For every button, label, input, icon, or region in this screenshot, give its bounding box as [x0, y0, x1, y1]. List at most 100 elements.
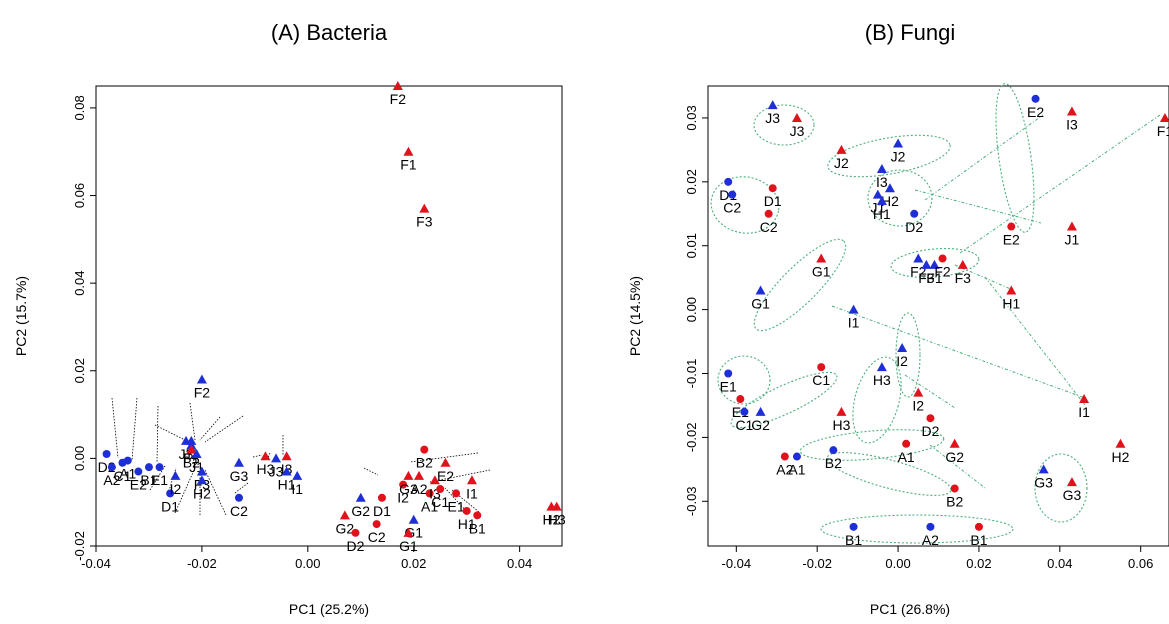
point-label: G3: [399, 481, 418, 497]
data-point-circle: [902, 439, 911, 448]
point-label: G1: [812, 264, 831, 280]
group-ellipse: [820, 514, 1014, 544]
data-point-circle: [792, 452, 801, 461]
point-label: F2: [194, 385, 211, 401]
point-label: H3: [832, 417, 850, 433]
group-ellipse: [717, 355, 771, 405]
point-label: F3: [918, 270, 935, 286]
point-label: D1: [161, 498, 179, 514]
point-label: F3: [416, 214, 433, 230]
point-label: E2: [130, 477, 147, 493]
point-label: F3: [194, 477, 211, 493]
plot-frame-b: [707, 85, 1169, 547]
data-point-triangle: [836, 144, 847, 154]
data-point-triangle: [281, 466, 292, 476]
y-tick-label-b: -0.02: [684, 423, 699, 453]
point-label: H2: [881, 193, 899, 209]
group-connector: [984, 276, 1086, 406]
point-label: H1: [873, 206, 891, 222]
point-label: G2: [336, 520, 355, 536]
point-label: D1: [373, 503, 391, 519]
y-tick-label-a: 0.00: [72, 446, 87, 471]
label-leader: [131, 397, 138, 461]
data-point-triangle: [196, 475, 207, 485]
data-point-triangle: [816, 253, 827, 263]
data-point-triangle: [897, 342, 908, 352]
point-label: I2: [170, 481, 182, 497]
point-label: A1: [119, 466, 136, 482]
point-label: C2: [760, 219, 778, 235]
data-point-triangle: [403, 527, 414, 537]
x-tick-label-a: 0.02: [401, 556, 426, 571]
data-point-circle: [473, 511, 482, 520]
group-ellipse: [895, 312, 921, 398]
data-point-triangle: [440, 457, 451, 467]
data-point-triangle: [196, 466, 207, 476]
point-label: F1: [926, 270, 943, 286]
point-label: A1: [421, 498, 438, 514]
data-point-triangle: [755, 285, 766, 295]
x-axis-title-a: PC1 (25.2%): [289, 601, 369, 617]
data-point-triangle: [755, 406, 766, 416]
data-point-triangle: [1066, 221, 1077, 231]
x-tick-label-a: -0.04: [81, 556, 111, 571]
x-tick-label-b: 0.02: [966, 556, 991, 571]
point-label: F1: [400, 157, 417, 173]
data-point-triangle: [414, 470, 425, 480]
data-point-triangle: [408, 514, 419, 524]
group-ellipse: [852, 356, 902, 444]
point-label: I1: [1078, 404, 1090, 420]
point-label: I3: [429, 485, 441, 501]
label-leader: [189, 402, 196, 441]
point-label: C1: [114, 468, 132, 484]
data-point-circle: [736, 395, 745, 404]
data-point-circle: [436, 485, 445, 494]
point-label: H1: [458, 516, 476, 532]
point-label: I3: [876, 174, 888, 190]
data-point-triangle: [419, 203, 430, 213]
point-label: B2: [183, 455, 200, 471]
data-point-triangle: [170, 470, 181, 480]
x-tick-label-a: 0.00: [295, 556, 320, 571]
data-point-circle: [123, 456, 132, 465]
point-label: F2: [934, 264, 951, 280]
chart-title-b: (B) Fungi: [865, 20, 955, 45]
x-tick-label-b: -0.02: [802, 556, 832, 571]
point-label: A1: [788, 462, 805, 478]
group-ellipse: [730, 371, 838, 429]
group-ellipse: [826, 452, 952, 496]
point-label: A2: [103, 472, 120, 488]
point-label: E2: [437, 468, 454, 484]
point-label: G1: [751, 295, 770, 311]
y-tick-label-b: 0.03: [684, 105, 699, 130]
x-tick-label-a: 0.04: [507, 556, 532, 571]
point-label: B2: [416, 455, 433, 471]
point-label: G3: [230, 468, 249, 484]
data-point-circle: [462, 506, 471, 515]
group-connector: [954, 264, 1014, 291]
point-label: E2: [1003, 232, 1020, 248]
point-label: B1: [970, 532, 987, 548]
data-point-circle: [1031, 94, 1040, 103]
point-label: H1: [1002, 295, 1020, 311]
point-label: F3: [955, 270, 972, 286]
y-tick-label-a: 0.08: [72, 95, 87, 120]
data-point-triangle: [271, 453, 282, 463]
label-leader: [409, 452, 479, 463]
data-point-circle: [849, 522, 858, 531]
point-label: F1: [1157, 123, 1169, 139]
group-ellipse: [995, 83, 1035, 233]
data-point-triangle: [196, 374, 207, 384]
data-point-triangle: [1038, 464, 1049, 474]
point-label: C2: [368, 529, 386, 545]
label-leader: [154, 424, 186, 441]
group-ellipse: [753, 238, 847, 332]
y-axis-title-a: PC2 (15.7%): [13, 276, 29, 356]
y-tick-label-b: -0.03: [684, 486, 699, 516]
data-point-circle: [351, 528, 360, 537]
data-point-circle: [724, 177, 733, 186]
point-label: B2: [825, 455, 842, 471]
point-label: J2: [834, 155, 849, 171]
data-point-triangle: [339, 510, 350, 520]
data-point-circle: [926, 414, 935, 423]
